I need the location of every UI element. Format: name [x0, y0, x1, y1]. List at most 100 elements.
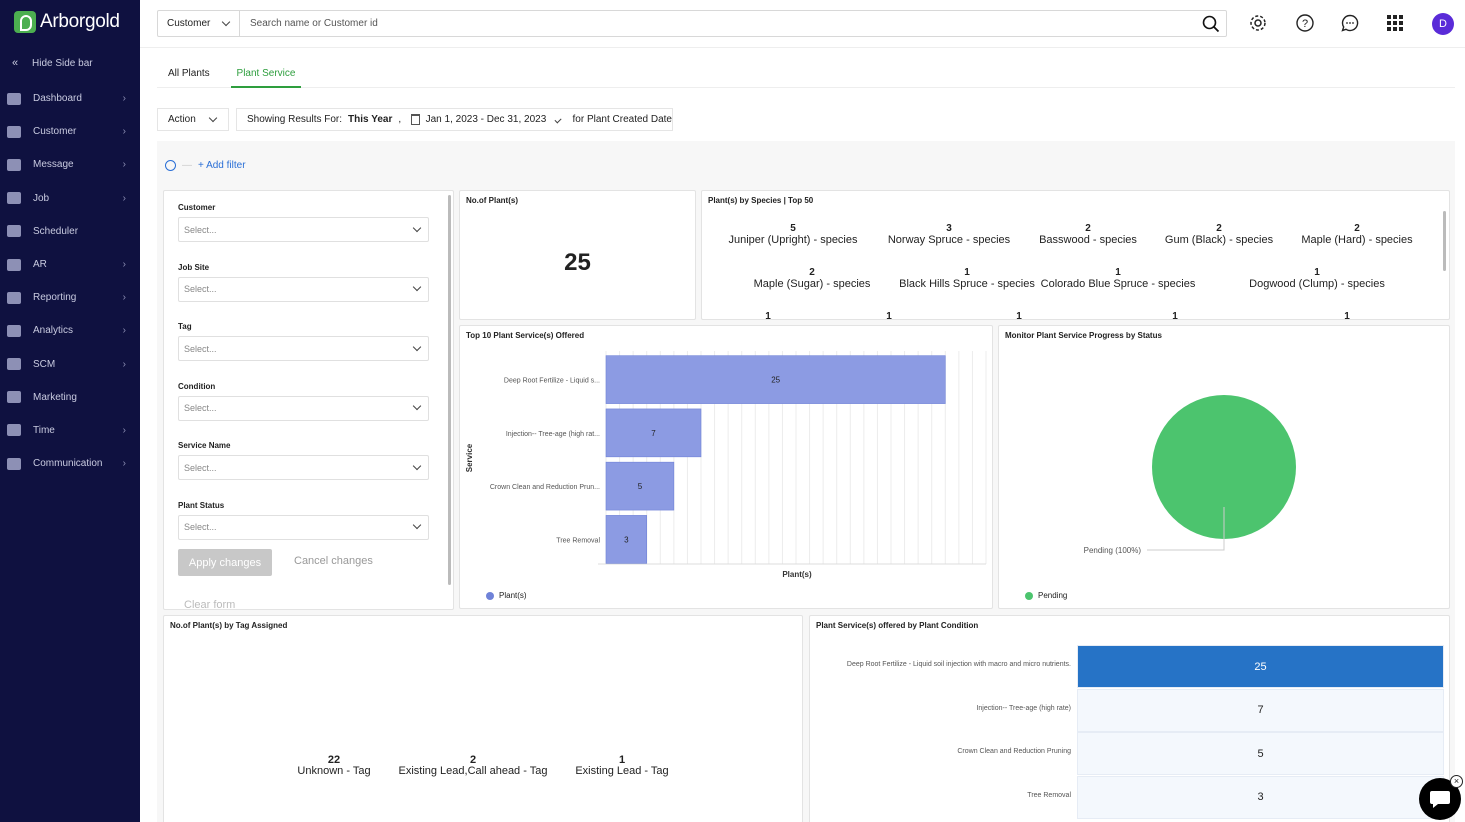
sidebar-item-customer[interactable]: Customer › [0, 115, 140, 148]
sidebar-item-reporting[interactable]: Reporting › [0, 281, 140, 314]
bar[interactable] [605, 515, 648, 564]
date-range-bar[interactable]: Showing Results For: This Year , Jan 1, … [236, 108, 673, 131]
widget-title: Plant(s) by Species | Top 50 [708, 196, 814, 205]
tag-item[interactable]: 22 Unknown - Tag [234, 755, 434, 778]
widget-title: Monitor Plant Service Progress by Status [1005, 331, 1162, 340]
tab-all-plants[interactable]: All Plants [168, 68, 210, 79]
search-type-dropdown[interactable]: Customer [158, 11, 240, 36]
pie-chart-legend[interactable]: Pending [1025, 591, 1067, 600]
pie-slice-label: Pending (100%) [1084, 546, 1142, 555]
search-icon[interactable] [1196, 11, 1226, 36]
species-item[interactable]: 1 Black Hills Spruce - species [867, 268, 1067, 291]
filter-select-job-site[interactable]: Select... [178, 276, 429, 302]
species-count: 1 [748, 312, 788, 320]
tag-count: 1 [618, 754, 626, 766]
bar-value-label: 5 [638, 482, 643, 491]
sidebar-item-label: AR [33, 259, 47, 271]
filter-select-service-name[interactable]: Select... [178, 455, 429, 480]
apply-changes-button[interactable]: Apply changes [178, 549, 272, 576]
species-item[interactable]: 2 Gum (Black) - species [1119, 224, 1319, 247]
user-avatar[interactable]: D [1432, 13, 1454, 35]
tag-item[interactable]: 1 Existing Lead - Tag [522, 754, 722, 778]
sidebar-item-label: Dashboard [33, 93, 82, 105]
filter-select-plant-status[interactable]: Select... [178, 514, 429, 540]
select-placeholder: Select... [184, 343, 217, 354]
sidebar-item-label: Message [33, 159, 74, 171]
condition-row-label: Tree Removal [1027, 791, 1071, 799]
sidebar-item-ar[interactable]: AR › [0, 248, 140, 281]
chat-icon[interactable] [1339, 12, 1361, 34]
sidebar-item-analytics[interactable]: Analytics › [0, 314, 140, 347]
sidebar-item-label: Communication [33, 458, 103, 470]
species-count: 1 [999, 312, 1039, 320]
page-tabs: All Plants Plant Service [157, 60, 1455, 88]
chevron-down-icon [208, 113, 218, 122]
filter-select-condition[interactable]: Select... [178, 395, 429, 421]
sidebar-item-job[interactable]: Job › [0, 182, 140, 215]
filter-select-customer[interactable]: Select... [178, 217, 429, 242]
species-item[interactable]: 5 Juniper (Upright) - species [702, 224, 893, 247]
action-dropdown[interactable]: Action [157, 108, 229, 131]
species-item[interactable]: 2 Basswood - species [988, 224, 1188, 247]
filter-scrollbar[interactable] [448, 195, 451, 585]
clear-form-button[interactable]: Clear form [184, 599, 236, 610]
condition-row-value[interactable]: 7 [1077, 688, 1444, 732]
species-count: 3 [946, 223, 952, 234]
chevron-down-icon[interactable] [554, 115, 562, 124]
condition-row-label: Crown Clean and Reduction Pruning [957, 748, 1071, 755]
bar[interactable] [605, 461, 675, 511]
sidebar-item-scheduler[interactable]: Scheduler [0, 215, 140, 248]
top-services-bar-chart: 25 Deep Root Fertilize - Liquid s... 7 Inje… [465, 351, 987, 579]
apps-grid-icon[interactable] [1384, 12, 1406, 34]
chevron-right-icon: › [122, 358, 126, 370]
chevron-down-icon [221, 17, 231, 26]
species-item[interactable]: 1 Dogwood (Clump) - species [1217, 268, 1417, 291]
species-count-value: 1 [1172, 311, 1178, 320]
species-label: Dogwood (Clump) - species [1249, 278, 1385, 290]
species-label: Juniper (Upright) - species [728, 234, 858, 246]
pie-slice[interactable] [1152, 395, 1296, 539]
species-count-value: 1 [886, 311, 892, 320]
sidebar-item-dashboard[interactable]: Dashboard › [0, 82, 140, 115]
search-input[interactable] [240, 18, 1196, 29]
species-item[interactable]: 3 Norway Spruce - species [849, 223, 1049, 247]
logo[interactable]: Arborgold [0, 0, 140, 44]
settings-gear-icon[interactable] [1247, 12, 1269, 34]
condition-row-value[interactable]: 3 [1077, 775, 1444, 819]
cancel-changes-button[interactable]: Cancel changes [294, 555, 373, 567]
sidebar-item-scm[interactable]: SCM › [0, 348, 140, 381]
ar-icon [7, 258, 21, 271]
close-icon[interactable]: × [1450, 775, 1463, 788]
hide-sidebar-button[interactable]: « Hide Side bar [0, 44, 140, 82]
species-item[interactable]: 1 Colorado Blue Spruce - species [1018, 268, 1218, 291]
species-label: Maple (Sugar) - species [753, 278, 871, 290]
help-icon[interactable]: ? [1294, 12, 1316, 34]
bar[interactable] [605, 408, 702, 458]
sidebar-item-message[interactable]: Message › [0, 148, 140, 181]
sidebar-item-label: Customer [33, 126, 77, 138]
condition-row-value[interactable]: 25 [1077, 645, 1444, 688]
add-filter-button[interactable]: — + Add filter [165, 160, 246, 171]
sidebar-item-time[interactable]: Time › [0, 414, 140, 447]
bar-chart-legend[interactable]: Plant(s) [486, 591, 527, 600]
species-item[interactable]: 2 Maple (Sugar) - species [712, 268, 912, 291]
bar[interactable] [605, 355, 946, 404]
condition-row-value[interactable]: 5 [1077, 732, 1444, 775]
message-icon [7, 158, 21, 171]
chevron-right-icon: › [122, 192, 126, 204]
filter-select-tag[interactable]: Select... [178, 336, 429, 361]
filter-label-condition: Condition [178, 381, 216, 391]
sidebar-item-communication[interactable]: Communication › [0, 447, 140, 480]
svg-text:?: ? [1302, 18, 1308, 30]
clock-icon [7, 424, 21, 437]
reporting-icon [7, 291, 21, 304]
species-scrollbar[interactable] [1443, 211, 1446, 271]
tag-item[interactable]: 2 Existing Lead,Call ahead - Tag [373, 755, 573, 778]
species-label: Colorado Blue Spruce - species [1040, 278, 1196, 290]
tab-plant-service[interactable]: Plant Service [231, 68, 301, 88]
species-item[interactable]: 2 Maple (Hard) - species [1257, 224, 1449, 247]
top-bar: Customer ? D [140, 0, 1465, 48]
chevron-right-icon: › [122, 458, 126, 470]
bar-value-label: 25 [771, 376, 780, 385]
sidebar-item-marketing[interactable]: Marketing [0, 381, 140, 414]
